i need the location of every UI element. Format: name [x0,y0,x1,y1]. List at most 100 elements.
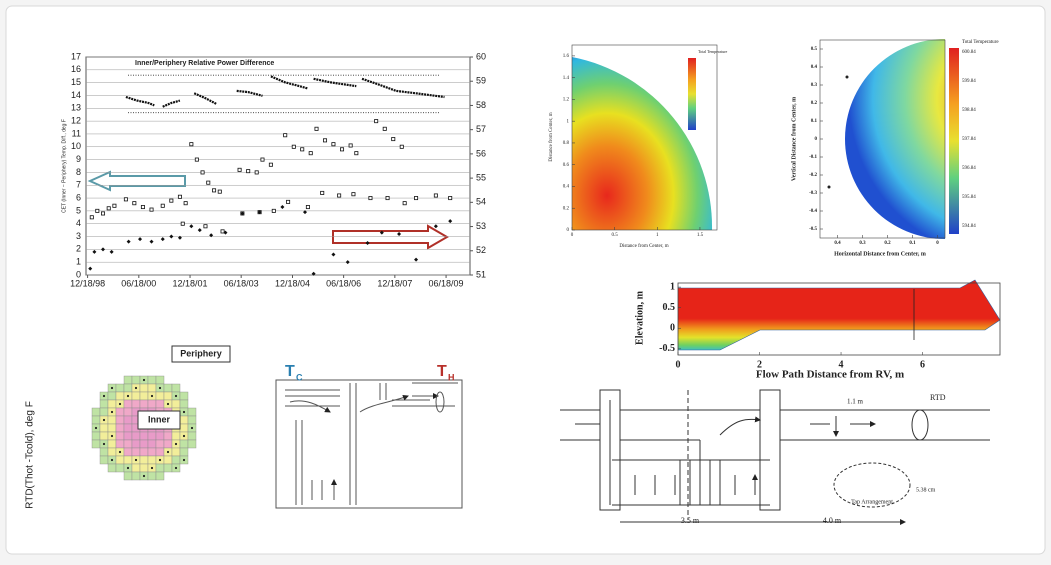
core-cell [139,399,149,409]
disk-contour [845,39,945,239]
core-cell [187,431,197,441]
core-cell [99,431,109,441]
core-sensor [182,434,186,438]
core-cell [155,375,165,385]
data-point [169,198,174,203]
y2-tick-label: 57 [476,124,486,134]
flow-outline [678,279,1001,351]
data-point [123,197,128,202]
x-tick-label: 12/18/07 [377,278,412,288]
y2-tick-label: 59 [476,76,486,86]
core-cell [179,415,189,425]
flow-contour [678,280,1000,350]
x-tick-label: 06/18/06 [326,278,361,288]
data-point [88,266,93,271]
y-tick-label: 12 [71,115,81,125]
disk-legend-title: Total Temperature [962,40,999,45]
data-point [433,224,438,229]
x-tick-label: 2 [757,359,762,370]
core-sensor [134,458,138,462]
data-point [308,151,313,156]
core-cell [131,471,141,481]
y2-tick-label: 51 [476,269,486,279]
core-cell [155,399,165,409]
y-tick-label: 17 [71,51,81,61]
data-point [106,206,111,211]
quarter-legend-title: Total Temperature [698,49,727,54]
core-cell [123,447,133,457]
data-point [414,257,419,262]
core-sensor [174,394,178,398]
plenum-drawing [275,379,463,509]
data-point [89,215,94,220]
core-cell [123,415,133,425]
data-point [414,196,419,201]
core-cell [91,439,101,449]
chart-title: Inner/Periphery Relative Power Differenc… [135,60,274,67]
x-tick-label: 06/18/09 [429,278,464,288]
data-point [189,142,194,147]
quarter-contour [572,57,713,230]
data-point [101,247,106,252]
core-sensor [150,394,154,398]
data-point [160,237,165,242]
y-tick-label: 2 [76,244,81,254]
left-span-label: 3.5 m [681,516,700,525]
x-tick-label: 0 [571,233,574,238]
slide-frame [5,5,1046,555]
rv-drawing [560,389,990,522]
data-point [268,162,273,167]
y-tick-label: 0.3 [811,83,818,88]
core-cell [115,431,125,441]
y-tick-label: -0.1 [809,155,817,160]
data-point [280,205,285,210]
data-point [283,133,288,138]
core-sensor [190,426,194,430]
y-tick-label: 6 [76,192,81,202]
core-cell [139,439,149,449]
core-cell [91,431,101,441]
sensor-dot [845,75,849,79]
x-tick-label: 0.1 [909,241,916,246]
core-sensor [182,410,186,414]
disk-x-label: Horizontal Distance from Center, m [834,251,926,257]
core-cell [123,383,133,393]
y-tick-label: 1.4 [563,76,570,81]
core-cell [107,415,117,425]
core-sensor [126,394,130,398]
data-line [125,75,445,108]
core-sensor [118,450,122,454]
data-point [132,201,137,206]
core-sensor [102,394,106,398]
y-tick-label: -0.4 [809,209,817,214]
core-cell [131,431,141,441]
core-sensor [166,450,170,454]
core-cell [179,391,189,401]
y-tick-label: 16 [71,64,81,74]
data-point [331,252,336,257]
core-sensor [142,378,146,382]
core-cell [91,415,101,425]
core-cell [171,447,181,457]
y-tick-label: 0.5 [663,302,676,313]
y2-tick-label: 60 [476,51,486,61]
core-cell [107,399,117,409]
core-cell [163,439,173,449]
core-cell [163,431,173,441]
data-point [203,224,208,229]
data-point [180,221,185,226]
data-point [212,188,217,193]
core-cell [115,463,125,473]
data-point [260,157,265,162]
quarter-colorbar [688,58,696,130]
x-tick-label: 1 [656,233,659,238]
core-cell [163,463,173,473]
data-point [149,207,154,212]
core-sensor [182,458,186,462]
rtd-label: RTD [930,393,946,402]
data-point [223,230,228,235]
x-tick-label: 0.2 [884,241,891,246]
core-sensor [110,410,114,414]
core-cell [107,439,117,449]
core-cell [147,399,157,409]
